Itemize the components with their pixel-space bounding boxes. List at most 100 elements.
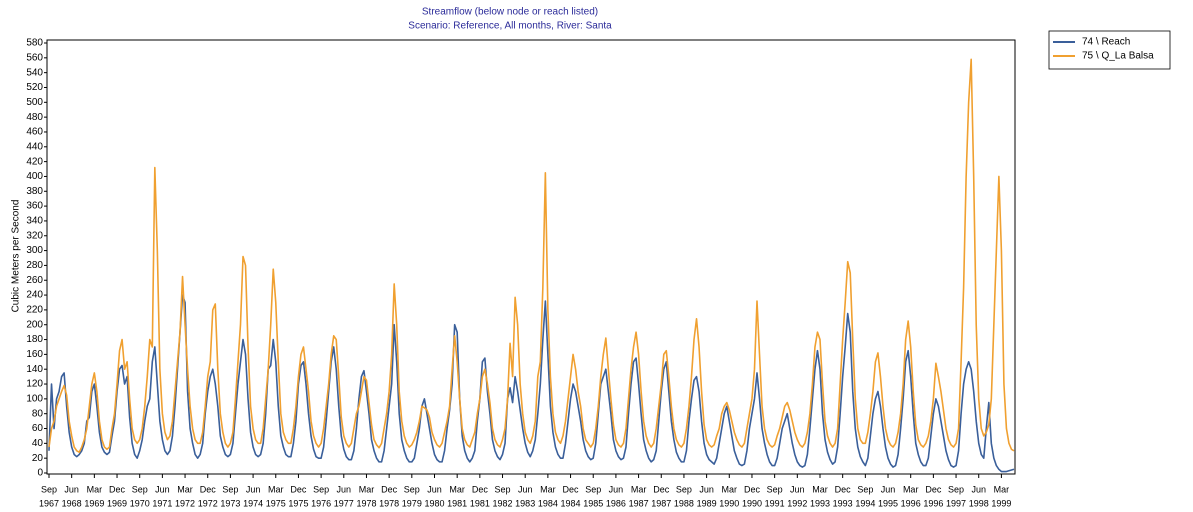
- x-tick-label: Mar: [994, 484, 1010, 494]
- x-tick-label: 1982: [493, 498, 513, 508]
- x-tick-label: 1973: [220, 498, 240, 508]
- x-tick-label: 1974: [243, 498, 263, 508]
- x-tick-label: 1971: [152, 498, 172, 508]
- y-tick-label: 360: [26, 201, 43, 212]
- x-tick-label: 1967: [39, 498, 59, 508]
- x-tick-label: Jun: [518, 484, 533, 494]
- x-tick-label: 1981: [447, 498, 467, 508]
- legend-label: 74 \ Reach: [1082, 37, 1130, 48]
- y-tick-label: 60: [32, 423, 44, 434]
- chart-subtitle: Scenario: Reference, All months, River: …: [408, 21, 612, 32]
- x-tick-label: Dec: [744, 484, 761, 494]
- y-tick-label: 120: [26, 379, 43, 390]
- x-tick-label: 1979: [402, 498, 422, 508]
- y-tick-label: 460: [26, 127, 43, 138]
- y-tick-label: 220: [26, 305, 43, 316]
- x-tick-label: 1991: [765, 498, 785, 508]
- x-tick-label: Dec: [472, 484, 489, 494]
- y-tick-label: 380: [26, 186, 43, 197]
- y-axis-label: Cubic Meters per Second: [11, 200, 22, 313]
- x-tick-label: 1998: [969, 498, 989, 508]
- x-tick-label: 1996: [901, 498, 921, 508]
- y-tick-label: 40: [32, 438, 44, 449]
- y-tick-label: 400: [26, 171, 43, 182]
- y-tick-label: 200: [26, 319, 43, 330]
- y-tick-label: 480: [26, 112, 43, 123]
- x-tick-label: Dec: [381, 484, 398, 494]
- x-tick-label: Mar: [449, 484, 465, 494]
- legend: [1048, 30, 1171, 70]
- x-tick-label: 1969: [107, 498, 127, 508]
- x-tick-label: 1978: [356, 498, 376, 508]
- x-tick-label: 1999: [991, 498, 1011, 508]
- x-tick-label: 1983: [515, 498, 535, 508]
- x-tick-label: 1990: [719, 498, 739, 508]
- x-tick-label: Jun: [790, 484, 805, 494]
- series-line: [48, 58, 1015, 454]
- x-tick-label: Dec: [925, 484, 942, 494]
- x-tick-label: 1993: [833, 498, 853, 508]
- x-tick-label: Jun: [64, 484, 79, 494]
- x-tick-label: Jun: [427, 484, 442, 494]
- x-tick-label: Mar: [903, 484, 919, 494]
- y-tick-label: 560: [26, 52, 43, 63]
- y-tick-label: 440: [26, 141, 43, 152]
- x-tick-label: 1992: [787, 498, 807, 508]
- x-tick-label: Jun: [609, 484, 624, 494]
- y-tick-label: 180: [26, 334, 43, 345]
- y-tick-label: 420: [26, 156, 43, 167]
- y-tick-label: 80: [32, 408, 44, 419]
- x-tick-label: Sep: [676, 484, 692, 494]
- x-tick-label: Sep: [404, 484, 420, 494]
- y-tick-label: 340: [26, 216, 43, 227]
- x-tick-label: Jun: [971, 484, 986, 494]
- x-tick-label: Sep: [222, 484, 238, 494]
- x-tick-label: 1995: [878, 498, 898, 508]
- x-tick-label: Mar: [87, 484, 103, 494]
- x-tick-label: 1980: [424, 498, 444, 508]
- y-tick-label: 520: [26, 82, 43, 93]
- x-tick-label: 1978: [379, 498, 399, 508]
- x-tick-label: 1988: [674, 498, 694, 508]
- series-line: [48, 294, 1015, 473]
- x-tick-label: 1994: [855, 498, 875, 508]
- y-tick-label: 20: [32, 453, 44, 464]
- x-tick-label: 1972: [198, 498, 218, 508]
- x-tick-label: 1975: [288, 498, 308, 508]
- y-tick-label: 300: [26, 245, 43, 256]
- y-tick-label: 140: [26, 364, 43, 375]
- y-tick-label: 320: [26, 230, 43, 241]
- x-tick-label: Dec: [290, 484, 307, 494]
- x-tick-label: 1976: [311, 498, 331, 508]
- x-tick-label: Dec: [563, 484, 580, 494]
- y-tick-label: 0: [37, 468, 43, 479]
- x-tick-label: Dec: [200, 484, 217, 494]
- x-tick-label: Mar: [540, 484, 556, 494]
- x-tick-label: Mar: [359, 484, 375, 494]
- y-tick-label: 160: [26, 349, 43, 360]
- y-tick-label: 500: [26, 97, 43, 108]
- y-tick-label: 260: [26, 275, 43, 286]
- x-tick-label: Jun: [246, 484, 261, 494]
- x-tick-label: Jun: [699, 484, 714, 494]
- x-tick-label: 1985: [583, 498, 603, 508]
- x-tick-label: 1975: [266, 498, 286, 508]
- x-tick-label: Sep: [132, 484, 148, 494]
- x-tick-label: Mar: [812, 484, 828, 494]
- y-tick-label: 580: [26, 38, 43, 49]
- x-tick-label: Jun: [881, 484, 896, 494]
- x-tick-label: 1984: [561, 498, 581, 508]
- x-tick-label: 1981: [470, 498, 490, 508]
- x-tick-label: 1977: [334, 498, 354, 508]
- y-tick-label: 240: [26, 290, 43, 301]
- x-tick-label: Jun: [337, 484, 352, 494]
- x-tick-label: 1993: [810, 498, 830, 508]
- x-tick-label: 1986: [606, 498, 626, 508]
- x-tick-label: Mar: [631, 484, 647, 494]
- x-tick-label: 1968: [62, 498, 82, 508]
- plot-frame: [46, 39, 1016, 475]
- x-tick-label: Mar: [722, 484, 738, 494]
- x-tick-label: Dec: [109, 484, 126, 494]
- x-tick-label: 1996: [923, 498, 943, 508]
